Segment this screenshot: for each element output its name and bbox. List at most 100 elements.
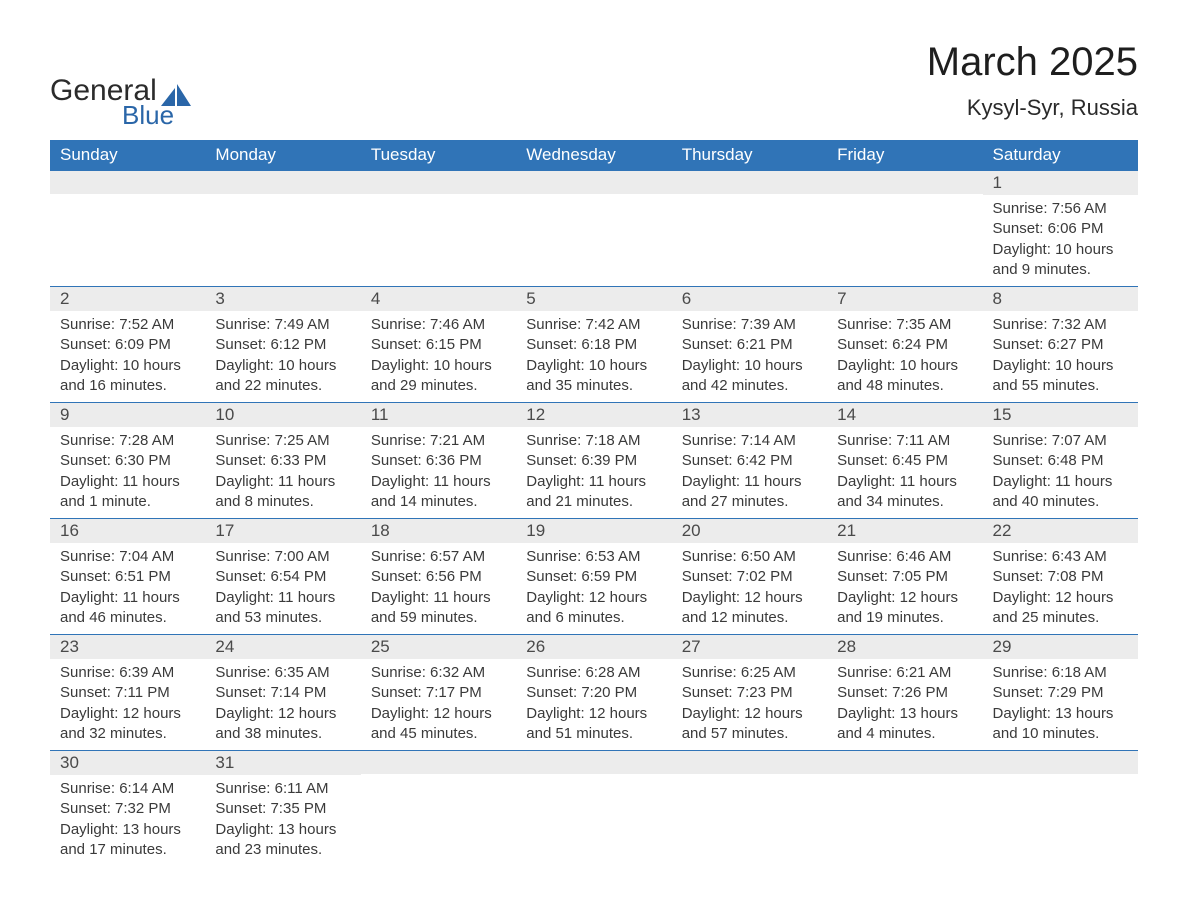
day-number [672, 751, 827, 774]
weekday-header: Wednesday [516, 140, 671, 171]
sunset-line: Sunset: 6:18 PM [526, 335, 661, 355]
calendar-cell: 31Sunrise: 6:11 AMSunset: 7:35 PMDayligh… [205, 751, 360, 867]
brand-logo: General Blue [50, 40, 191, 128]
day-number: 18 [361, 519, 516, 543]
daylight-line: Daylight: 11 hours and 46 minutes. [60, 588, 195, 629]
daylight-line: Daylight: 13 hours and 23 minutes. [215, 820, 350, 861]
sunrise-line: Sunrise: 6:14 AM [60, 779, 195, 799]
daylight-line: Daylight: 13 hours and 17 minutes. [60, 820, 195, 861]
calendar-cell: 13Sunrise: 7:14 AMSunset: 6:42 PMDayligh… [672, 403, 827, 519]
daylight-line: Daylight: 11 hours and 8 minutes. [215, 472, 350, 513]
day-entries: Sunrise: 7:11 AMSunset: 6:45 PMDaylight:… [827, 427, 982, 518]
calendar-cell: 9Sunrise: 7:28 AMSunset: 6:30 PMDaylight… [50, 403, 205, 519]
day-entries: Sunrise: 6:53 AMSunset: 6:59 PMDaylight:… [516, 543, 671, 634]
calendar-week-row: 2Sunrise: 7:52 AMSunset: 6:09 PMDaylight… [50, 287, 1138, 403]
day-entries: Sunrise: 7:46 AMSunset: 6:15 PMDaylight:… [361, 311, 516, 402]
calendar-cell: 15Sunrise: 7:07 AMSunset: 6:48 PMDayligh… [983, 403, 1138, 519]
calendar-cell: 27Sunrise: 6:25 AMSunset: 7:23 PMDayligh… [672, 635, 827, 751]
day-entries: Sunrise: 6:43 AMSunset: 7:08 PMDaylight:… [983, 543, 1138, 634]
calendar-cell [672, 751, 827, 867]
sunrise-line: Sunrise: 7:28 AM [60, 431, 195, 451]
day-number: 22 [983, 519, 1138, 543]
sunrise-line: Sunrise: 7:07 AM [993, 431, 1128, 451]
sunset-line: Sunset: 7:08 PM [993, 567, 1128, 587]
sunset-line: Sunset: 7:14 PM [215, 683, 350, 703]
sunset-line: Sunset: 6:36 PM [371, 451, 506, 471]
calendar-cell: 12Sunrise: 7:18 AMSunset: 6:39 PMDayligh… [516, 403, 671, 519]
calendar-cell: 10Sunrise: 7:25 AMSunset: 6:33 PMDayligh… [205, 403, 360, 519]
day-number: 7 [827, 287, 982, 311]
sunrise-line: Sunrise: 7:35 AM [837, 315, 972, 335]
header: General Blue March 2025 Kysyl-Syr, Russi… [50, 40, 1138, 128]
sunset-line: Sunset: 6:06 PM [993, 219, 1128, 239]
weekday-header: Friday [827, 140, 982, 171]
day-number [516, 751, 671, 774]
title-block: March 2025 Kysyl-Syr, Russia [927, 40, 1138, 121]
sunset-line: Sunset: 7:17 PM [371, 683, 506, 703]
sunrise-line: Sunrise: 7:42 AM [526, 315, 661, 335]
calendar-cell: 29Sunrise: 6:18 AMSunset: 7:29 PMDayligh… [983, 635, 1138, 751]
sunrise-line: Sunrise: 7:56 AM [993, 199, 1128, 219]
day-entries: Sunrise: 6:28 AMSunset: 7:20 PMDaylight:… [516, 659, 671, 750]
sunrise-line: Sunrise: 7:14 AM [682, 431, 817, 451]
day-number [672, 171, 827, 194]
day-number: 8 [983, 287, 1138, 311]
calendar-cell: 25Sunrise: 6:32 AMSunset: 7:17 PMDayligh… [361, 635, 516, 751]
day-number: 13 [672, 403, 827, 427]
daylight-line: Daylight: 12 hours and 32 minutes. [60, 704, 195, 745]
day-number [516, 171, 671, 194]
sunrise-line: Sunrise: 6:46 AM [837, 547, 972, 567]
calendar-cell [205, 171, 360, 287]
daylight-line: Daylight: 12 hours and 45 minutes. [371, 704, 506, 745]
day-number: 29 [983, 635, 1138, 659]
sunrise-line: Sunrise: 7:39 AM [682, 315, 817, 335]
day-entries: Sunrise: 7:28 AMSunset: 6:30 PMDaylight:… [50, 427, 205, 518]
daylight-line: Daylight: 12 hours and 6 minutes. [526, 588, 661, 629]
day-entries: Sunrise: 6:11 AMSunset: 7:35 PMDaylight:… [205, 775, 360, 866]
day-number: 21 [827, 519, 982, 543]
sunrise-line: Sunrise: 6:28 AM [526, 663, 661, 683]
sunset-line: Sunset: 6:54 PM [215, 567, 350, 587]
day-number: 4 [361, 287, 516, 311]
sunset-line: Sunset: 6:51 PM [60, 567, 195, 587]
daylight-line: Daylight: 12 hours and 12 minutes. [682, 588, 817, 629]
sunset-line: Sunset: 6:42 PM [682, 451, 817, 471]
sunrise-line: Sunrise: 6:53 AM [526, 547, 661, 567]
day-number [361, 171, 516, 194]
sunset-line: Sunset: 6:33 PM [215, 451, 350, 471]
sunset-line: Sunset: 7:11 PM [60, 683, 195, 703]
day-number: 14 [827, 403, 982, 427]
calendar-cell: 24Sunrise: 6:35 AMSunset: 7:14 PMDayligh… [205, 635, 360, 751]
sunrise-line: Sunrise: 6:57 AM [371, 547, 506, 567]
day-entries: Sunrise: 7:39 AMSunset: 6:21 PMDaylight:… [672, 311, 827, 402]
daylight-line: Daylight: 11 hours and 53 minutes. [215, 588, 350, 629]
sunrise-line: Sunrise: 6:50 AM [682, 547, 817, 567]
daylight-line: Daylight: 11 hours and 1 minute. [60, 472, 195, 513]
day-number: 15 [983, 403, 1138, 427]
calendar-cell: 4Sunrise: 7:46 AMSunset: 6:15 PMDaylight… [361, 287, 516, 403]
day-entries: Sunrise: 7:04 AMSunset: 6:51 PMDaylight:… [50, 543, 205, 634]
day-number: 20 [672, 519, 827, 543]
weekday-header: Thursday [672, 140, 827, 171]
day-number [827, 751, 982, 774]
day-number [50, 171, 205, 194]
sunrise-line: Sunrise: 7:25 AM [215, 431, 350, 451]
day-number: 31 [205, 751, 360, 775]
calendar-cell: 21Sunrise: 6:46 AMSunset: 7:05 PMDayligh… [827, 519, 982, 635]
calendar-cell: 28Sunrise: 6:21 AMSunset: 7:26 PMDayligh… [827, 635, 982, 751]
day-number: 27 [672, 635, 827, 659]
daylight-line: Daylight: 10 hours and 29 minutes. [371, 356, 506, 397]
sunrise-line: Sunrise: 6:39 AM [60, 663, 195, 683]
day-number: 30 [50, 751, 205, 775]
day-entries: Sunrise: 6:14 AMSunset: 7:32 PMDaylight:… [50, 775, 205, 866]
calendar-cell: 14Sunrise: 7:11 AMSunset: 6:45 PMDayligh… [827, 403, 982, 519]
day-entries: Sunrise: 6:57 AMSunset: 6:56 PMDaylight:… [361, 543, 516, 634]
day-number: 26 [516, 635, 671, 659]
day-entries: Sunrise: 6:35 AMSunset: 7:14 PMDaylight:… [205, 659, 360, 750]
daylight-line: Daylight: 12 hours and 51 minutes. [526, 704, 661, 745]
sunset-line: Sunset: 6:59 PM [526, 567, 661, 587]
calendar-cell: 30Sunrise: 6:14 AMSunset: 7:32 PMDayligh… [50, 751, 205, 867]
calendar-cell: 5Sunrise: 7:42 AMSunset: 6:18 PMDaylight… [516, 287, 671, 403]
calendar-cell [516, 751, 671, 867]
calendar-cell [672, 171, 827, 287]
